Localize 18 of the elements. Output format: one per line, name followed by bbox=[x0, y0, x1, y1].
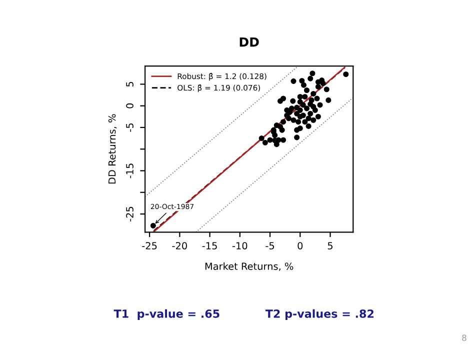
x-tick-label: -25 bbox=[142, 242, 157, 250]
y-tick-label: -5 bbox=[126, 123, 134, 132]
y-tick-label: 0 bbox=[126, 103, 134, 108]
y-axis-title: DD Returns, % bbox=[108, 114, 117, 184]
x-tick-label: 5 bbox=[328, 242, 332, 250]
text: T2 p-values = .82 bbox=[265, 309, 374, 320]
x-tick-label: 0 bbox=[298, 242, 303, 250]
y-tick-label: -25 bbox=[126, 206, 134, 222]
chart-title: DD bbox=[240, 37, 259, 47]
x-tick-label: -20 bbox=[172, 242, 187, 250]
y-tick-label: 5 bbox=[126, 82, 134, 87]
x-tick-label: -15 bbox=[202, 242, 217, 250]
x-tick-label: -10 bbox=[232, 242, 248, 250]
x-axis-title: Market Returns, % bbox=[205, 262, 294, 271]
y-tick-label: -15 bbox=[126, 164, 134, 178]
text: T1 p-value = .65 bbox=[114, 309, 220, 320]
x-tick-label: -5 bbox=[266, 242, 274, 250]
text: 8 bbox=[462, 334, 466, 341]
